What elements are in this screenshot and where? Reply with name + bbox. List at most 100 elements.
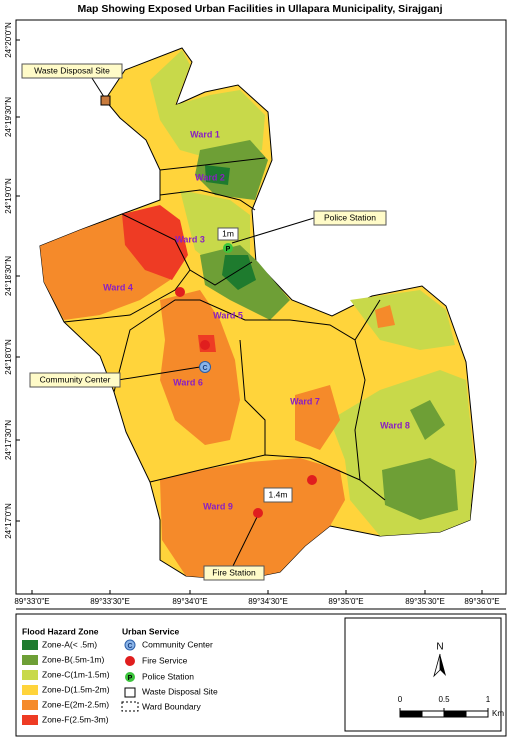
latitude-label: 24°17'0"N — [4, 503, 13, 539]
zone-b — [410, 400, 445, 440]
legend-label: Waste Disposal Site — [142, 686, 218, 696]
longitude-label: 89°35'0"E — [328, 597, 363, 606]
legend-swatch — [22, 670, 38, 680]
ward-label: Ward 1 — [190, 129, 220, 139]
ward-boundary — [149, 454, 361, 483]
zone-a — [222, 255, 256, 290]
zone-c — [350, 290, 455, 350]
leader-line — [231, 217, 315, 244]
legend-symbol-letter: P — [128, 675, 133, 682]
fire-service-point — [175, 287, 185, 297]
callout-box — [203, 565, 265, 581]
distance-box — [263, 487, 293, 503]
north-label: N — [436, 642, 443, 653]
fire-station-icon — [253, 508, 263, 518]
legend-swatch — [22, 640, 38, 650]
latitude-label: 24°19'30"N — [4, 97, 13, 137]
latitude-labels: 24°20'0"N 24°19'30"N 24°19'0"N 24°18'30"N 24… — [4, 22, 20, 539]
fire-service-point — [200, 340, 210, 350]
legend-symbol — [124, 687, 136, 698]
longitude-labels: 89°33'0"E 89°33'30"E 89°34'0"E 89°34'30"E 89… — [14, 590, 500, 606]
latitude-label: 24°17'30"N — [4, 420, 13, 460]
legend-swatch — [22, 700, 38, 710]
north-arrow — [433, 653, 441, 678]
latitude-label: 24°18'30"N — [4, 256, 13, 296]
legend-swatch — [22, 685, 38, 695]
fire-service-point — [307, 475, 317, 485]
legend-label: Zone-B(.5m-1m) — [42, 654, 105, 664]
ward-boundaries — [63, 157, 386, 501]
police-station-icon — [223, 243, 233, 253]
legend-symbol — [124, 639, 136, 651]
distance-label: 1m — [222, 228, 234, 238]
legend-label: Zone-D(1.5m-2m) — [42, 684, 110, 694]
leader-line — [117, 366, 201, 381]
legend-label: Zone-A(< .5m) — [42, 639, 97, 649]
scale-segment — [443, 710, 467, 718]
legend-label: Fire Service — [142, 655, 188, 665]
callouts: Waste Disposal Site Police Station 1m P … — [21, 63, 387, 581]
legend-symbol — [121, 701, 139, 712]
legend-label: Ward Boundary — [142, 701, 201, 711]
latitude-label: 24°20'0"N — [4, 22, 13, 58]
zone-f — [122, 205, 188, 280]
zone-e — [295, 385, 340, 450]
callout-label: Police Station — [324, 212, 376, 222]
longitude-label: 89°33'30"E — [90, 597, 130, 606]
legend-title: Urban Service — [122, 626, 179, 636]
callout-label: Community Center — [40, 374, 111, 384]
longitude-label: 89°35'30"E — [405, 597, 445, 606]
ward-label: Ward 2 — [195, 172, 225, 182]
legend-swatch — [22, 655, 38, 665]
scale-segment — [421, 710, 445, 718]
ward-boundary — [63, 269, 191, 323]
callout-box — [313, 210, 387, 226]
callout-label: Fire Station — [212, 567, 256, 577]
zone-a — [205, 165, 230, 185]
ward-label: Ward 7 — [290, 396, 320, 406]
zone-b — [382, 458, 458, 520]
longitude-label: 89°34'30"E — [248, 597, 288, 606]
ward-boundary — [354, 299, 381, 341]
zone-e — [160, 458, 345, 580]
ward-label: Ward 4 — [103, 282, 133, 292]
scale-tick-label: 0.5 — [438, 695, 450, 704]
ward-boundary — [159, 157, 266, 171]
callout-box — [21, 63, 123, 79]
police-symbol: P — [226, 246, 231, 253]
ward-label: Ward 8 — [380, 420, 410, 430]
zone-b — [195, 140, 268, 200]
ward-label: Ward 5 — [213, 310, 243, 320]
leader-line — [231, 514, 259, 569]
callout-box — [29, 372, 121, 388]
zone-legend: Zone-A(< .5m) Zone-B(.5m-1m) Zone-C(1m-1.5… — [22, 639, 110, 725]
north-arrow — [440, 654, 446, 676]
latitude-label: 24°18'0"N — [4, 339, 13, 375]
legend-symbol — [125, 656, 135, 666]
longitude-label: 89°36'0"E — [464, 597, 499, 606]
ward-boundary — [113, 299, 386, 501]
zone-c — [150, 50, 265, 160]
scale-tick-label: 1 — [486, 695, 491, 704]
legend-label: Police Station — [142, 671, 194, 681]
latitude-label: 24°19'0"N — [4, 178, 13, 214]
scale-tick-label: 0 — [398, 695, 403, 704]
ward-boundary — [159, 189, 256, 211]
ward-label: Ward 3 — [175, 234, 205, 244]
community-center-icon — [199, 361, 211, 373]
legend-label: Zone-C(1m-1.5m) — [42, 669, 110, 679]
ward-label: Ward 9 — [203, 501, 233, 511]
longitude-label: 89°34'0"E — [172, 597, 207, 606]
ward-label: Ward 6 — [173, 377, 203, 387]
ward-boundary — [239, 339, 266, 455]
service-legend: C Community Center Fire Service P Police… — [121, 639, 218, 712]
legend-label: Zone-F(2.5m-3m) — [42, 714, 109, 724]
scale-unit: Km — [492, 709, 504, 718]
legend-title: Flood Hazard Zone — [22, 626, 99, 636]
community-symbol: C — [202, 365, 207, 372]
callout-label: Waste Disposal Site — [34, 65, 110, 75]
map-title: Map Showing Exposed Urban Facilities in … — [77, 3, 442, 15]
legend-label: Zone-E(2m-2.5m) — [42, 699, 109, 709]
distance-label: 1.4m — [269, 489, 288, 499]
